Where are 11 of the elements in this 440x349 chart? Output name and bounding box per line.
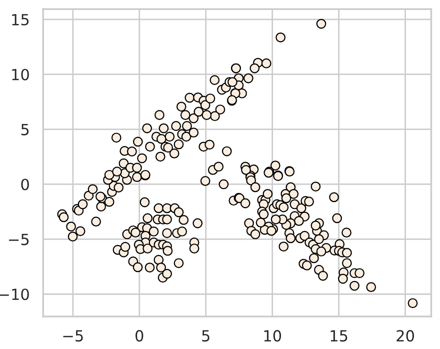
x-tick-label: −5: [63, 330, 83, 342]
x-tick-label: 0: [136, 330, 144, 342]
x-tick-label: 20: [396, 330, 414, 342]
y-tick-label: 0: [21, 178, 29, 190]
y-tick-label: 15: [12, 14, 29, 26]
y-tick-label: 10: [12, 68, 29, 80]
x-tick-label: 15: [330, 330, 348, 342]
y-tick-label: −5: [9, 234, 29, 246]
x-tick-label: 5: [202, 330, 210, 342]
x-tick-label: 10: [264, 330, 282, 342]
y-tick-label: 5: [21, 124, 29, 136]
